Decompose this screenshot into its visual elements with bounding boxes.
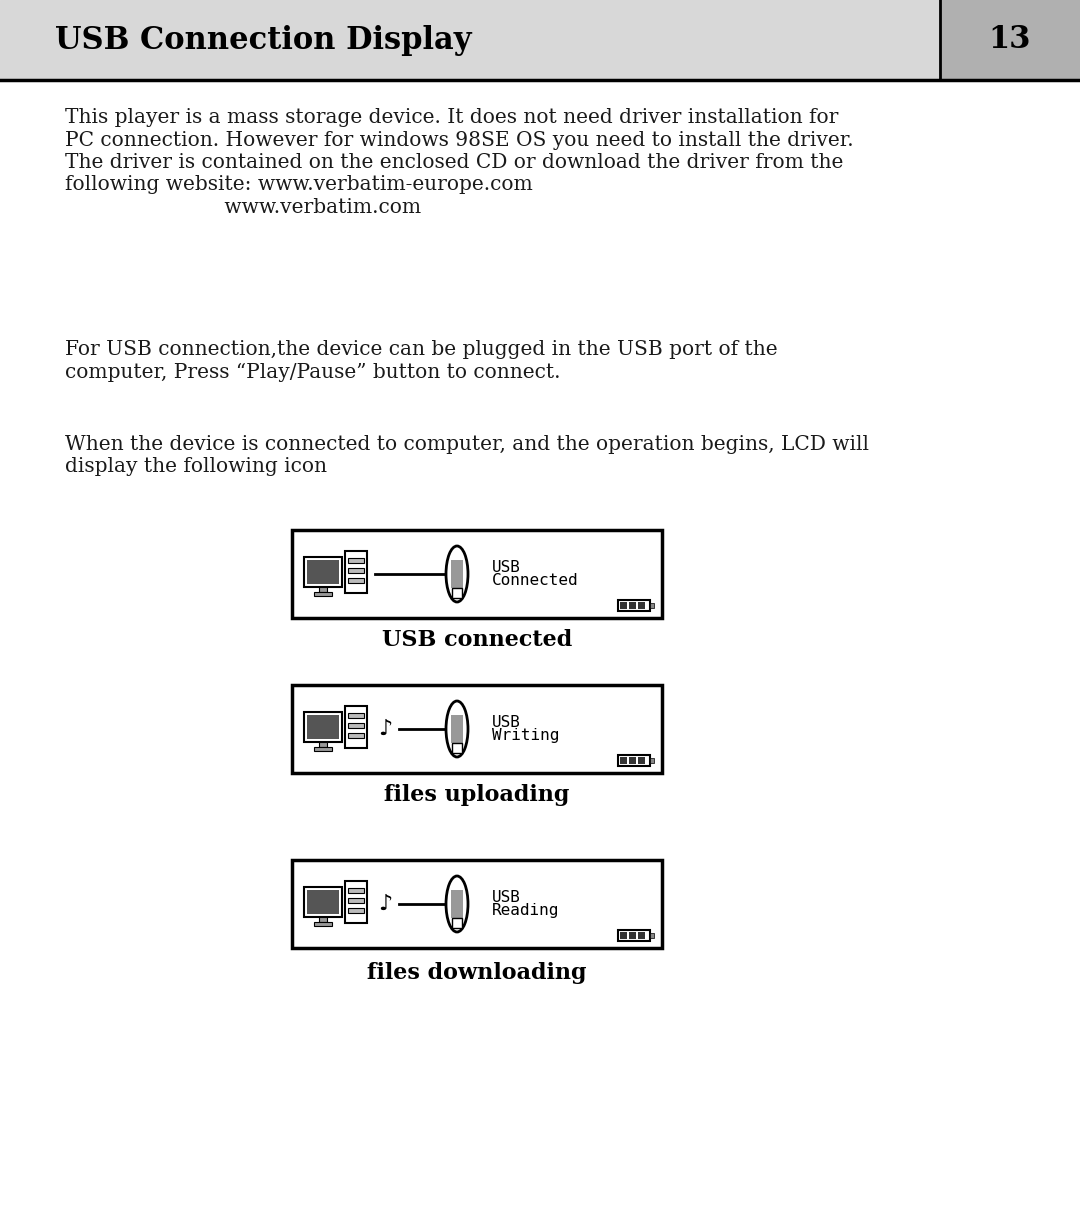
Bar [620, 932, 627, 939]
Bar [629, 932, 636, 939]
Bar [303, 711, 342, 742]
Bar [650, 933, 654, 938]
Bar [292, 685, 662, 773]
Text: www.verbatim.com: www.verbatim.com [65, 198, 421, 217]
Bar [348, 713, 364, 718]
Bar [303, 887, 342, 917]
Bar [345, 705, 367, 748]
Bar [307, 891, 339, 914]
Bar [620, 757, 627, 764]
Bar [348, 558, 364, 563]
Text: When the device is connected to computer, and the operation begins, LCD will: When the device is connected to computer… [65, 436, 869, 454]
Bar [638, 603, 645, 609]
Bar [650, 603, 654, 607]
Bar [303, 557, 342, 587]
Bar [348, 733, 364, 738]
Text: Reading: Reading [492, 903, 559, 918]
Bar [307, 715, 339, 739]
Ellipse shape [446, 876, 468, 932]
Text: ♪: ♪ [378, 719, 392, 739]
Bar [650, 757, 654, 764]
Bar [348, 908, 364, 914]
Text: The driver is contained on the enclosed CD or download the driver from the: The driver is contained on the enclosed … [65, 152, 843, 172]
Bar [0, 0, 940, 80]
Bar [319, 587, 327, 592]
Bar [292, 860, 662, 947]
Bar [629, 757, 636, 764]
Text: Writing: Writing [492, 728, 559, 743]
Text: USB Connection Display: USB Connection Display [55, 24, 472, 56]
Text: Connected: Connected [492, 574, 579, 588]
Text: USB connected: USB connected [382, 629, 572, 651]
Bar [451, 715, 463, 743]
Text: files uploading: files uploading [384, 784, 569, 806]
Ellipse shape [446, 546, 468, 603]
Text: USB: USB [492, 891, 521, 905]
Text: For USB connection,the device can be plugged in the USB port of the: For USB connection,the device can be plu… [65, 340, 778, 359]
Text: computer, Press “Play/Pause” button to connect.: computer, Press “Play/Pause” button to c… [65, 363, 561, 381]
Bar [453, 918, 462, 928]
Text: ♪: ♪ [378, 894, 392, 914]
Bar [618, 600, 650, 611]
Bar [638, 932, 645, 939]
Bar [638, 757, 645, 764]
Bar [345, 881, 367, 923]
Bar [348, 888, 364, 893]
Bar [451, 560, 463, 588]
Bar [307, 560, 339, 584]
Bar [314, 747, 332, 751]
Bar [348, 898, 364, 903]
Bar [348, 578, 364, 583]
Text: PC connection. However for windows 98SE OS you need to install the driver.: PC connection. However for windows 98SE … [65, 131, 853, 150]
Bar [629, 603, 636, 609]
Bar [314, 592, 332, 597]
Bar [348, 724, 364, 728]
Bar [314, 922, 332, 926]
Bar [620, 603, 627, 609]
Text: files downloading: files downloading [367, 962, 586, 984]
Text: This player is a mass storage device. It does not need driver installation for: This player is a mass storage device. It… [65, 108, 838, 127]
Text: USB: USB [492, 715, 521, 730]
Bar [940, 0, 1080, 80]
Bar [319, 917, 327, 922]
Bar [618, 930, 650, 941]
Bar [453, 588, 462, 598]
Bar [345, 551, 367, 593]
Ellipse shape [446, 701, 468, 757]
Bar [618, 755, 650, 766]
Bar [348, 567, 364, 574]
Bar [453, 743, 462, 753]
Text: 13: 13 [989, 24, 1031, 56]
Bar [292, 530, 662, 618]
Bar [319, 742, 327, 747]
Bar [451, 891, 463, 918]
Text: following website: www.verbatim-europe.com: following website: www.verbatim-europe.c… [65, 175, 532, 195]
Text: USB: USB [492, 560, 521, 575]
Text: display the following icon: display the following icon [65, 457, 327, 477]
